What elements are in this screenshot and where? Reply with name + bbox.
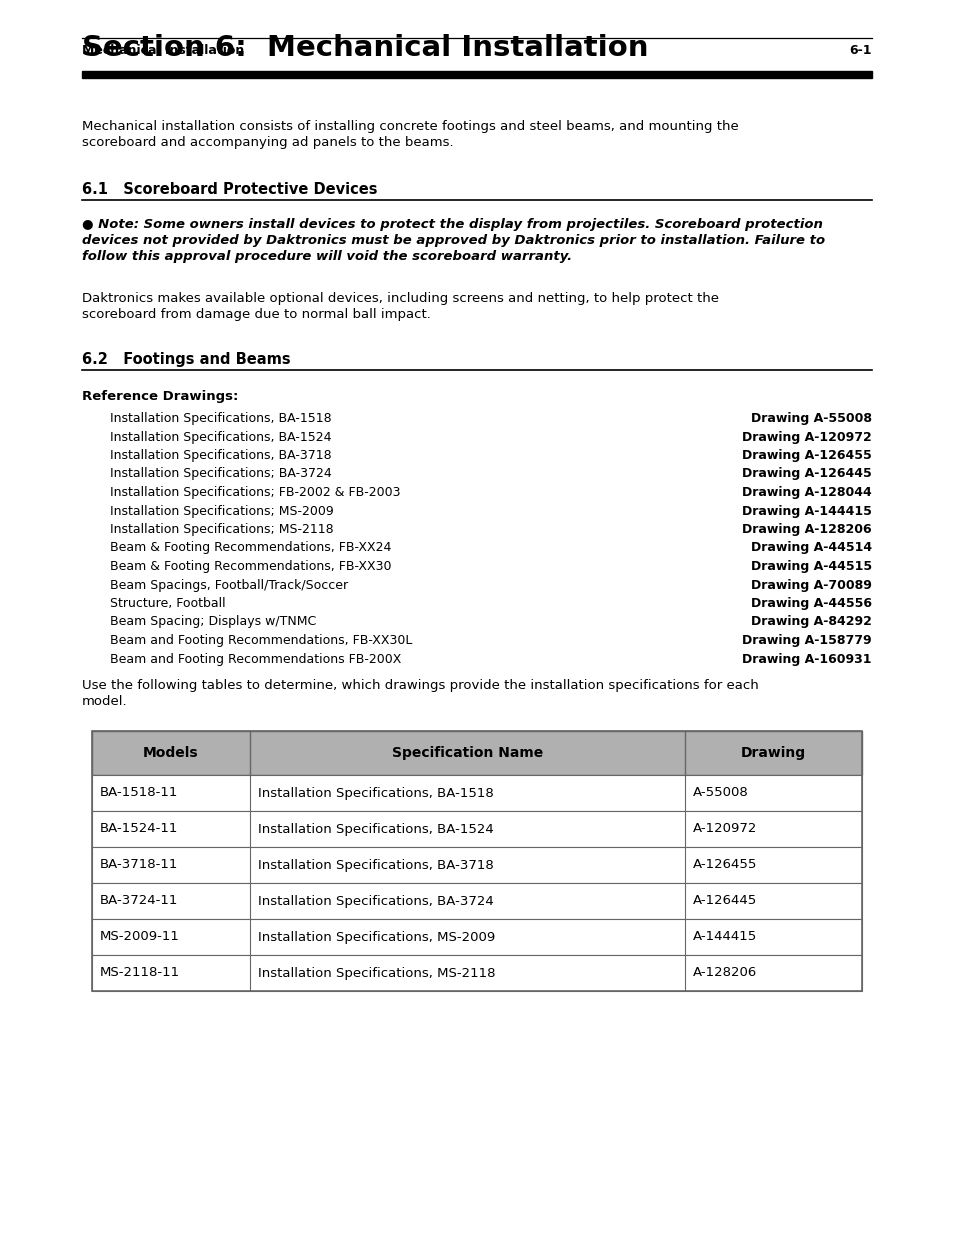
Text: Reference Drawings:: Reference Drawings:	[82, 390, 238, 403]
Text: Drawing A-55008: Drawing A-55008	[750, 412, 871, 425]
Text: 6.1   Scoreboard Protective Devices: 6.1 Scoreboard Protective Devices	[82, 182, 377, 198]
Text: scoreboard from damage due to normal ball impact.: scoreboard from damage due to normal bal…	[82, 308, 431, 321]
Text: Installation Specifications; MS-2118: Installation Specifications; MS-2118	[110, 522, 334, 536]
Text: Daktronics makes available optional devices, including screens and netting, to h: Daktronics makes available optional devi…	[82, 291, 719, 305]
Text: Beam Spacing; Displays w/TNMC: Beam Spacing; Displays w/TNMC	[110, 615, 320, 629]
Text: A-126445: A-126445	[692, 894, 757, 908]
Text: Drawing A-44514: Drawing A-44514	[750, 541, 871, 555]
Text: A-126455: A-126455	[692, 858, 757, 872]
Text: A-120972: A-120972	[692, 823, 757, 836]
Text: Drawing A-126455: Drawing A-126455	[741, 450, 871, 462]
Text: ● Note: Some owners install devices to protect the display from projectiles. Sco: ● Note: Some owners install devices to p…	[82, 219, 822, 231]
Bar	[91, 731, 862, 776]
Text: 6.2   Footings and Beams: 6.2 Footings and Beams	[82, 352, 291, 367]
Bar	[91, 919, 862, 955]
Text: Drawing A-120972: Drawing A-120972	[741, 431, 871, 443]
Text: Drawing A-128044: Drawing A-128044	[741, 487, 871, 499]
Text: Mechanical installation consists of installing concrete footings and steel beams: Mechanical installation consists of inst…	[82, 120, 738, 133]
Text: BA-3724-11: BA-3724-11	[100, 894, 178, 908]
Bar	[91, 776, 862, 811]
Text: Beam and Footing Recommendations FB-200X: Beam and Footing Recommendations FB-200X	[110, 652, 405, 666]
Text: Drawing A-84292: Drawing A-84292	[750, 615, 871, 629]
Text: devices not provided by Daktronics must be approved by Daktronics prior to insta: devices not provided by Daktronics must …	[82, 233, 824, 247]
Text: model.: model.	[82, 695, 128, 708]
Text: Drawing A-44515: Drawing A-44515	[750, 559, 871, 573]
Bar	[91, 883, 862, 919]
Text: Drawing: Drawing	[740, 746, 805, 760]
Text: Drawing A-70089: Drawing A-70089	[750, 578, 871, 592]
Text: BA-3718-11: BA-3718-11	[100, 858, 178, 872]
Text: Specification Name: Specification Name	[392, 746, 542, 760]
Text: BA-1518-11: BA-1518-11	[100, 787, 178, 799]
Bar	[91, 847, 862, 883]
Text: Drawing A-158779: Drawing A-158779	[741, 634, 871, 647]
Text: Drawing A-126445: Drawing A-126445	[741, 468, 871, 480]
Text: Installation Specifications, BA-3724: Installation Specifications, BA-3724	[257, 894, 493, 908]
Text: BA-1524-11: BA-1524-11	[100, 823, 178, 836]
Text: Beam and Footing Recommendations, FB-XX30L: Beam and Footing Recommendations, FB-XX3…	[110, 634, 416, 647]
Bar	[82, 70, 871, 78]
Text: MS-2118-11: MS-2118-11	[100, 967, 180, 979]
Bar	[91, 731, 862, 990]
Text: Installation Specifications, BA-1524: Installation Specifications, BA-1524	[110, 431, 335, 443]
Text: Section 6:  Mechanical Installation: Section 6: Mechanical Installation	[82, 35, 648, 62]
Text: Beam & Footing Recommendations, FB-XX30: Beam & Footing Recommendations, FB-XX30	[110, 559, 391, 573]
Text: Installation Specifications, BA-3718: Installation Specifications, BA-3718	[110, 450, 335, 462]
Text: Beam & Footing Recommendations, FB-XX24: Beam & Footing Recommendations, FB-XX24	[110, 541, 391, 555]
Text: Installation Specifications, MS-2118: Installation Specifications, MS-2118	[257, 967, 495, 979]
Text: A-144415: A-144415	[692, 930, 757, 944]
Text: Installation Specifications, BA-1524: Installation Specifications, BA-1524	[257, 823, 493, 836]
Bar	[91, 811, 862, 847]
Text: Use the following tables to determine, which drawings provide the installation s: Use the following tables to determine, w…	[82, 679, 758, 692]
Text: MS-2009-11: MS-2009-11	[100, 930, 180, 944]
Text: follow this approval procedure will void the scoreboard warranty.: follow this approval procedure will void…	[82, 249, 572, 263]
Text: Installation Specifications, BA-3718: Installation Specifications, BA-3718	[257, 858, 493, 872]
Text: Mechanical Installation: Mechanical Installation	[82, 44, 244, 57]
Text: scoreboard and accompanying ad panels to the beams.: scoreboard and accompanying ad panels to…	[82, 136, 453, 149]
Text: Structure, Football: Structure, Football	[110, 597, 226, 610]
Text: Installation Specifications, BA-1518: Installation Specifications, BA-1518	[257, 787, 493, 799]
Text: 6-1: 6-1	[848, 44, 871, 57]
Text: Drawing A-144415: Drawing A-144415	[741, 505, 871, 517]
Text: Installation Specifications; FB-2002 & FB-2003: Installation Specifications; FB-2002 & F…	[110, 487, 400, 499]
Text: Models: Models	[143, 746, 198, 760]
Text: Drawing A-128206: Drawing A-128206	[741, 522, 871, 536]
Text: Drawing A-160931: Drawing A-160931	[741, 652, 871, 666]
Text: A-55008: A-55008	[692, 787, 748, 799]
Text: A-128206: A-128206	[692, 967, 757, 979]
Text: Installation Specifications, MS-2009: Installation Specifications, MS-2009	[257, 930, 495, 944]
Text: Installation Specifications; BA-3724: Installation Specifications; BA-3724	[110, 468, 335, 480]
Text: Installation Specifications, BA-1518: Installation Specifications, BA-1518	[110, 412, 335, 425]
Text: Beam Spacings, Football/Track/Soccer: Beam Spacings, Football/Track/Soccer	[110, 578, 348, 592]
Text: Installation Specifications; MS-2009: Installation Specifications; MS-2009	[110, 505, 334, 517]
Text: Drawing A-44556: Drawing A-44556	[750, 597, 871, 610]
Bar	[91, 955, 862, 990]
